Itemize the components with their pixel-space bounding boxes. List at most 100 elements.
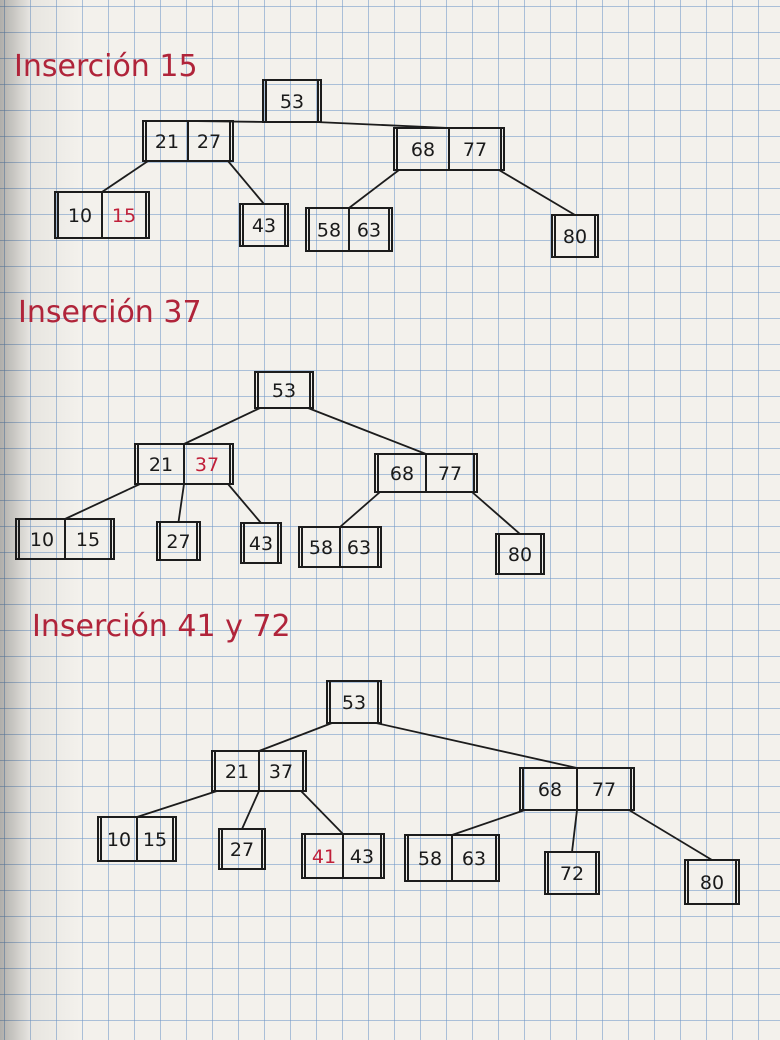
node-outline: [54, 191, 150, 239]
tree-edge: [241, 790, 260, 830]
node-outline: [544, 851, 600, 895]
btree-node: 68 77: [374, 453, 478, 493]
tree-edge: [258, 722, 333, 752]
node-outline: [218, 828, 266, 870]
btree-node: 80: [551, 214, 599, 258]
tree-edge: [307, 407, 427, 455]
tree-edge: [571, 809, 578, 853]
node-outline: [134, 443, 234, 485]
node-key: 53: [342, 692, 366, 714]
tree-edge: [339, 491, 381, 528]
tree-edge: [183, 407, 261, 445]
node-outline: [519, 767, 635, 811]
node-outline: [15, 518, 115, 560]
node-outline: [298, 526, 382, 568]
node-key: 21: [155, 131, 179, 153]
node-outline: [305, 207, 393, 252]
node-key: 63: [462, 848, 486, 870]
btree-node: 10 15: [97, 816, 177, 862]
node-outline: [551, 214, 599, 258]
node-outline: [239, 203, 289, 247]
btree-node: 58 63: [298, 526, 382, 568]
node-key: 68: [390, 463, 414, 485]
node-key: 77: [463, 139, 487, 161]
node-outline: [240, 522, 282, 564]
node-key: 27: [230, 839, 254, 861]
section-title: Inserción 37: [18, 295, 202, 330]
node-outline: [684, 859, 740, 905]
node-outline: [326, 680, 382, 724]
btree-node: 68 77: [393, 127, 505, 171]
node-key: 77: [438, 463, 462, 485]
node-key: 77: [592, 779, 616, 801]
node-key: 58: [309, 537, 333, 559]
node-key: 63: [357, 220, 381, 242]
node-outline: [156, 521, 201, 561]
btree-node: 43: [240, 522, 282, 564]
node-key: 41: [312, 846, 336, 868]
btree-node: 10 15: [54, 191, 150, 239]
btree-node: 72: [544, 851, 600, 895]
node-key: 10: [68, 205, 92, 227]
node-key: 43: [350, 846, 374, 868]
node-key: 63: [347, 537, 371, 559]
node-key: 15: [76, 529, 100, 551]
node-key: 68: [538, 779, 562, 801]
tree-edge: [177, 483, 185, 523]
btree-node: 21 27: [142, 120, 234, 162]
section-title: Inserción 41 y 72: [32, 609, 291, 644]
tree-edge: [451, 809, 526, 836]
tree-edge: [101, 160, 149, 193]
node-key: 80: [700, 872, 724, 894]
tree-edge: [64, 483, 141, 520]
btree-node: 58 63: [404, 834, 500, 882]
tree-edge: [498, 169, 576, 216]
btree-node: 80: [684, 859, 740, 905]
tree-edge: [227, 160, 265, 205]
node-outline: [495, 533, 545, 575]
node-outline: [97, 816, 177, 862]
btree-node: 53: [254, 371, 314, 409]
tree-edge: [300, 790, 344, 835]
btree-node: 53: [326, 680, 382, 724]
btree-node: 21 37: [134, 443, 234, 485]
node-key: 37: [269, 761, 293, 783]
btree-node: 10 15: [15, 518, 115, 560]
btree-node: 58 63: [305, 207, 393, 252]
btree-node: 80: [495, 533, 545, 575]
node-outline: [262, 79, 322, 123]
node-key: 10: [107, 829, 131, 851]
node-key: 27: [197, 131, 221, 153]
node-key: 58: [317, 220, 341, 242]
node-key: 72: [560, 863, 584, 885]
node-outline: [404, 834, 500, 882]
node-outline: [393, 127, 505, 171]
btree-node: 21 37: [211, 750, 307, 792]
btree-node: 53: [262, 79, 322, 123]
node-key: 43: [252, 215, 276, 237]
tree-edge: [348, 169, 400, 209]
node-key: 68: [411, 139, 435, 161]
node-outline: [142, 120, 234, 162]
btree-node: 27: [218, 828, 266, 870]
btree-node: 68 77: [519, 767, 635, 811]
node-key: 10: [30, 529, 54, 551]
node-key: 80: [563, 226, 587, 248]
node-key: 37: [195, 454, 219, 476]
node-key: 58: [418, 848, 442, 870]
btree-node: 41 43: [301, 833, 385, 879]
node-outline: [211, 750, 307, 792]
node-key: 53: [280, 91, 304, 113]
node-key: 15: [143, 829, 167, 851]
node-outline: [254, 371, 314, 409]
node-key: 53: [272, 380, 296, 402]
node-key: 21: [225, 761, 249, 783]
node-outline: [301, 833, 385, 879]
node-key: 43: [249, 533, 273, 555]
btree-node: 43: [239, 203, 289, 247]
tree-edge: [471, 491, 521, 535]
tree-edge: [227, 483, 262, 524]
node-outline: [374, 453, 478, 493]
tree-edge: [375, 722, 578, 769]
